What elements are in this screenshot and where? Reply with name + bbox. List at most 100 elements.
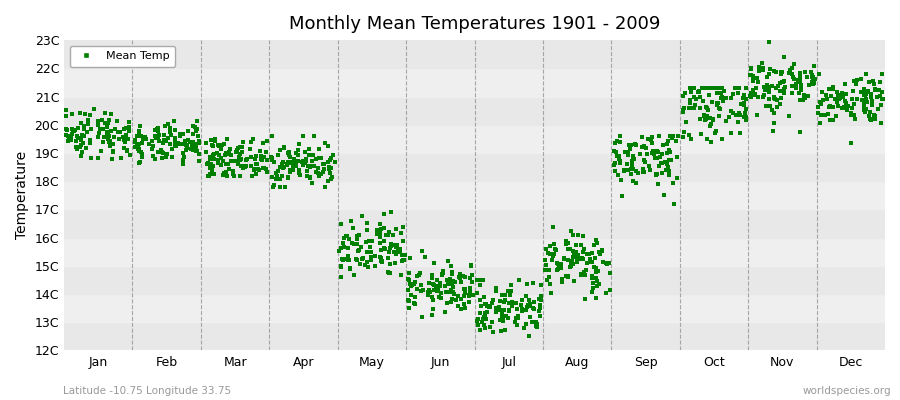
Point xyxy=(557,255,572,261)
Point xyxy=(788,81,803,87)
Point xyxy=(541,250,555,256)
Point xyxy=(543,243,557,250)
Point xyxy=(519,292,534,299)
Point xyxy=(453,275,467,282)
Point xyxy=(101,129,115,135)
Point xyxy=(232,150,247,157)
Point xyxy=(526,280,540,287)
Point xyxy=(667,201,681,207)
Point xyxy=(224,158,238,164)
Point xyxy=(61,136,76,142)
Point xyxy=(775,69,789,76)
Point xyxy=(185,141,200,147)
Point xyxy=(756,67,770,74)
Point xyxy=(616,168,631,174)
Point xyxy=(526,306,541,312)
Point xyxy=(731,112,745,118)
Point xyxy=(83,112,97,118)
Point xyxy=(793,97,807,104)
Point xyxy=(134,150,148,157)
Point xyxy=(733,111,747,117)
Point xyxy=(402,298,417,305)
Point xyxy=(181,137,195,143)
Point xyxy=(176,154,191,160)
Point xyxy=(305,158,320,165)
Point xyxy=(446,291,461,297)
Point xyxy=(858,96,872,103)
Point xyxy=(706,116,720,123)
Point xyxy=(811,110,825,116)
Point xyxy=(102,117,116,124)
Point xyxy=(706,85,720,91)
Point xyxy=(299,156,313,162)
Point xyxy=(266,159,281,165)
Point xyxy=(340,232,355,239)
Point xyxy=(712,113,726,119)
Point xyxy=(542,266,556,273)
Point xyxy=(778,86,792,92)
Point xyxy=(68,128,82,134)
Point xyxy=(118,134,132,141)
Point xyxy=(220,136,235,142)
Point xyxy=(445,271,459,277)
Point xyxy=(640,150,654,157)
Point xyxy=(303,174,318,180)
Point xyxy=(608,168,622,175)
Point xyxy=(732,85,746,91)
Point xyxy=(420,292,435,298)
Point xyxy=(360,220,374,226)
Point xyxy=(427,282,441,288)
Point xyxy=(656,141,670,148)
Point xyxy=(857,89,871,96)
Point xyxy=(389,251,403,258)
Point xyxy=(318,184,332,190)
Point xyxy=(621,142,635,148)
Point xyxy=(744,65,759,71)
Point xyxy=(648,172,662,178)
Point xyxy=(409,301,423,308)
Point xyxy=(509,306,524,312)
Point xyxy=(365,238,380,244)
Point xyxy=(176,131,190,137)
Point xyxy=(499,297,513,304)
Point xyxy=(715,94,729,100)
Point xyxy=(130,145,145,152)
Point xyxy=(401,270,416,276)
Point xyxy=(312,155,327,162)
Point xyxy=(429,283,444,289)
Point xyxy=(234,156,248,163)
Point xyxy=(770,97,784,103)
Point xyxy=(73,110,87,116)
Point xyxy=(81,121,95,127)
Point xyxy=(97,134,112,140)
Point xyxy=(382,269,396,276)
Point xyxy=(783,67,797,74)
Point xyxy=(464,262,478,269)
Point xyxy=(681,105,696,111)
Point xyxy=(302,164,317,170)
Point xyxy=(806,63,821,69)
Point xyxy=(183,139,197,146)
Point xyxy=(340,256,355,263)
Point xyxy=(650,155,664,162)
Point xyxy=(775,79,789,86)
Point xyxy=(726,90,741,97)
Point xyxy=(477,322,491,328)
Point xyxy=(687,105,701,111)
Point xyxy=(422,286,436,293)
Point xyxy=(610,137,625,144)
Point xyxy=(494,327,508,334)
Point xyxy=(755,94,770,100)
Point xyxy=(567,278,581,285)
Point xyxy=(230,158,244,164)
Point xyxy=(515,306,529,312)
Point xyxy=(693,104,707,111)
Point xyxy=(180,144,194,151)
Point xyxy=(828,96,842,103)
Point xyxy=(148,127,162,134)
Point xyxy=(395,252,410,258)
Point xyxy=(773,68,788,75)
Point xyxy=(569,248,583,255)
Point xyxy=(826,84,841,90)
Point xyxy=(746,87,760,93)
